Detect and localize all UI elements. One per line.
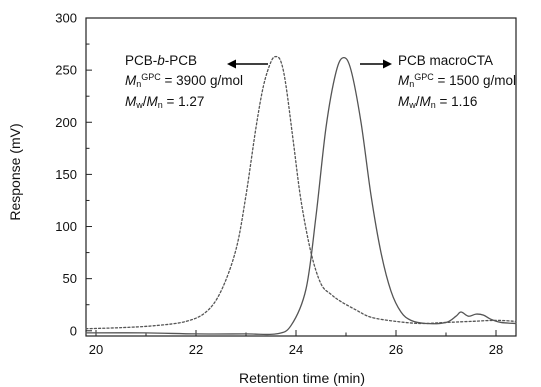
x-axis-label: Retention time (min) [239,370,365,386]
x-tick-label: 20 [89,342,103,357]
y-axis-label: Response (mV) [7,123,23,220]
x-tick-label: 28 [489,342,503,357]
y-tick-label: 50 [63,271,77,286]
series-line-pcb-macrocta [85,56,517,336]
annotation-title: PCB-b-PCB [125,53,198,68]
ticks: 20 22 24 26 28 0 50 100 150 200 250 300 [55,11,503,358]
annotation-arrows [227,59,392,69]
series-line-pcb-b-pcb [85,55,517,330]
axes [85,17,517,337]
annotation-pcb-macrocta: PCB macroCTA MnGPC = 1500 g/mol Mw/Mn = … [398,52,516,114]
y-tick-label: 300 [55,11,77,26]
annotation-pdi: Mw/Mn = 1.27 [125,94,205,110]
arrow-left-head [227,59,236,69]
y-tick-label: 0 [70,323,77,338]
y-tick-label: 250 [55,63,77,78]
series-lines [85,55,517,336]
annotation-pdi: Mw/Mn = 1.16 [398,94,478,110]
annotation-mn: MnGPC = 1500 g/mol [398,72,516,89]
annotation-pcb-b-pcb: PCB-b-PCB MnGPC = 3900 g/mol Mw/Mn = 1.2… [125,52,243,114]
x-tick-label: 24 [289,342,303,357]
annotation-title: PCB macroCTA [398,53,494,68]
y-tick-label: 100 [55,219,77,234]
y-tick-label: 150 [55,167,77,182]
annotation-mn: MnGPC = 3900 g/mol [125,72,243,89]
plot-frame [85,17,517,337]
y-tick-label: 200 [55,115,77,130]
arrow-right-head [383,59,392,69]
x-tick-label: 22 [189,342,203,357]
x-tick-label: 26 [389,342,403,357]
